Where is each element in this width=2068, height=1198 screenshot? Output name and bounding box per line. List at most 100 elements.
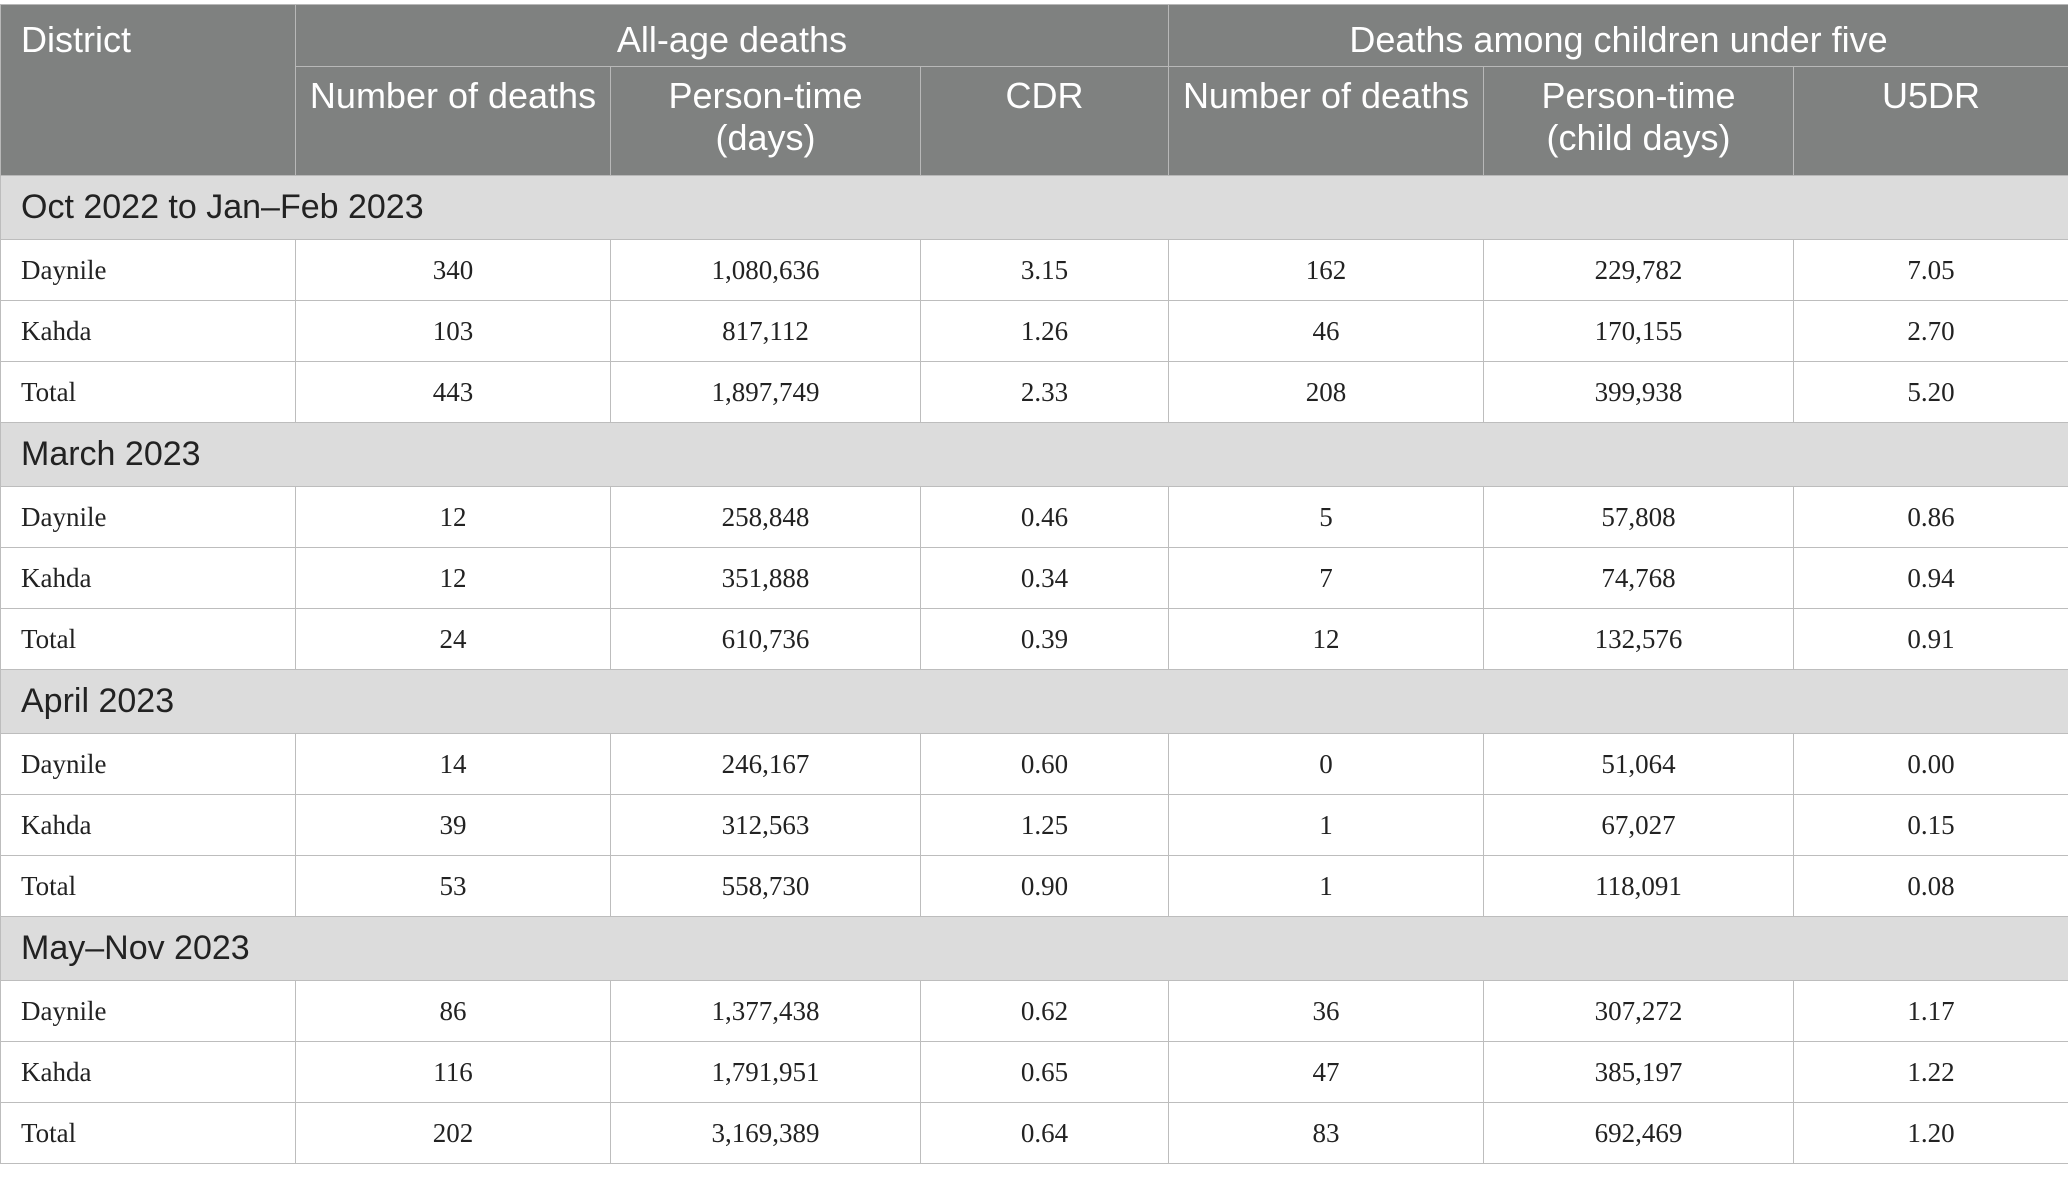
value-cell: 0.08 [1793, 855, 2068, 917]
value-cell: 74,768 [1483, 547, 1795, 609]
district-cell: Total [0, 361, 296, 423]
section-title: Oct 2022 to Jan–Feb 2023 [0, 175, 2068, 240]
value-cell: 312,563 [610, 794, 921, 856]
value-cell: 24 [295, 608, 611, 670]
value-cell: 208 [1168, 361, 1485, 423]
col-header: Person-time (days) [610, 66, 921, 176]
value-cell: 817,112 [610, 300, 921, 362]
value-cell: 7 [1168, 547, 1485, 609]
table-body: Oct 2022 to Jan–Feb 2023 Daynile 340 1,080,… [0, 175, 2068, 1164]
district-cell: Daynile [0, 980, 296, 1042]
value-cell: 0.91 [1793, 608, 2068, 670]
value-cell: 103 [295, 300, 611, 362]
district-header: District [0, 4, 296, 176]
table-row: Daynile 340 1,080,636 3.15 162 229,782 7.05 [0, 239, 2068, 301]
value-cell: 3.15 [919, 239, 1170, 301]
value-cell: 162 [1168, 239, 1485, 301]
value-cell: 0.65 [919, 1041, 1170, 1103]
value-cell: 116 [295, 1041, 611, 1103]
value-cell: 1.22 [1793, 1041, 2068, 1103]
value-cell: 3,169,389 [610, 1102, 921, 1164]
value-cell: 12 [295, 486, 611, 548]
value-cell: 1.25 [919, 794, 1170, 856]
district-cell: Kahda [0, 794, 296, 856]
value-cell: 0.34 [919, 547, 1170, 609]
value-cell: 2.70 [1793, 300, 2068, 362]
table-row: Daynile 86 1,377,438 0.62 36 307,272 1.17 [0, 980, 2068, 1042]
mortality-table: District All-age deaths Deaths among chi… [0, 4, 2068, 1164]
value-cell: 1,897,749 [610, 361, 921, 423]
value-cell: 132,576 [1483, 608, 1795, 670]
value-cell: 692,469 [1483, 1102, 1795, 1164]
value-cell: 351,888 [610, 547, 921, 609]
value-cell: 83 [1168, 1102, 1485, 1164]
value-cell: 47 [1168, 1041, 1485, 1103]
under-five-deaths-header: Deaths among children under five [1168, 4, 2068, 67]
value-cell: 0 [1168, 733, 1485, 795]
value-cell: 1,080,636 [610, 239, 921, 301]
value-cell: 1.26 [919, 300, 1170, 362]
value-cell: 1,791,951 [610, 1041, 921, 1103]
col-header: Number of deaths [1168, 66, 1485, 176]
value-cell: 558,730 [610, 855, 921, 917]
value-cell: 385,197 [1483, 1041, 1795, 1103]
district-cell: Total [0, 1102, 296, 1164]
district-cell: Daynile [0, 239, 296, 301]
value-cell: 67,027 [1483, 794, 1795, 856]
value-cell: 39 [295, 794, 611, 856]
value-cell: 340 [295, 239, 611, 301]
value-cell: 170,155 [1483, 300, 1795, 362]
section-row: May–Nov 2023 [0, 916, 2068, 981]
section-title: May–Nov 2023 [0, 916, 2068, 981]
value-cell: 202 [295, 1102, 611, 1164]
value-cell: 0.15 [1793, 794, 2068, 856]
value-cell: 0.46 [919, 486, 1170, 548]
value-cell: 86 [295, 980, 611, 1042]
value-cell: 0.39 [919, 608, 1170, 670]
table-header: District All-age deaths Deaths among chi… [0, 4, 2068, 176]
section-row: April 2023 [0, 669, 2068, 734]
value-cell: 0.62 [919, 980, 1170, 1042]
table-row: Total 202 3,169,389 0.64 83 692,469 1.20 [0, 1102, 2068, 1164]
value-cell: 118,091 [1483, 855, 1795, 917]
section-row: March 2023 [0, 422, 2068, 487]
value-cell: 12 [1168, 608, 1485, 670]
table-row: Kahda 103 817,112 1.26 46 170,155 2.70 [0, 300, 2068, 362]
col-header: CDR [919, 66, 1170, 176]
value-cell: 2.33 [919, 361, 1170, 423]
district-cell: Daynile [0, 486, 296, 548]
value-cell: 5.20 [1793, 361, 2068, 423]
value-cell: 0.90 [919, 855, 1170, 917]
value-cell: 0.60 [919, 733, 1170, 795]
value-cell: 1.20 [1793, 1102, 2068, 1164]
district-cell: Kahda [0, 1041, 296, 1103]
all-age-deaths-header: All-age deaths [294, 4, 1170, 67]
value-cell: 0.00 [1793, 733, 2068, 795]
value-cell: 229,782 [1483, 239, 1795, 301]
value-cell: 51,064 [1483, 733, 1795, 795]
table-row: Total 443 1,897,749 2.33 208 399,938 5.20 [0, 361, 2068, 423]
value-cell: 1 [1168, 794, 1485, 856]
district-cell: Kahda [0, 547, 296, 609]
value-cell: 57,808 [1483, 486, 1795, 548]
section-title: March 2023 [0, 422, 2068, 487]
value-cell: 0.64 [919, 1102, 1170, 1164]
value-cell: 246,167 [610, 733, 921, 795]
value-cell: 14 [295, 733, 611, 795]
value-cell: 610,736 [610, 608, 921, 670]
value-cell: 7.05 [1793, 239, 2068, 301]
district-cell: Total [0, 608, 296, 670]
value-cell: 0.86 [1793, 486, 2068, 548]
value-cell: 0.94 [1793, 547, 2068, 609]
district-cell: Total [0, 855, 296, 917]
section-title: April 2023 [0, 669, 2068, 734]
table-row: Total 53 558,730 0.90 1 118,091 0.08 [0, 855, 2068, 917]
col-header: Number of deaths [295, 66, 611, 176]
value-cell: 5 [1168, 486, 1485, 548]
table-row: Kahda 12 351,888 0.34 7 74,768 0.94 [0, 547, 2068, 609]
value-cell: 12 [295, 547, 611, 609]
table-row: Daynile 12 258,848 0.46 5 57,808 0.86 [0, 486, 2068, 548]
table-row: Kahda 39 312,563 1.25 1 67,027 0.15 [0, 794, 2068, 856]
value-cell: 307,272 [1483, 980, 1795, 1042]
value-cell: 46 [1168, 300, 1485, 362]
